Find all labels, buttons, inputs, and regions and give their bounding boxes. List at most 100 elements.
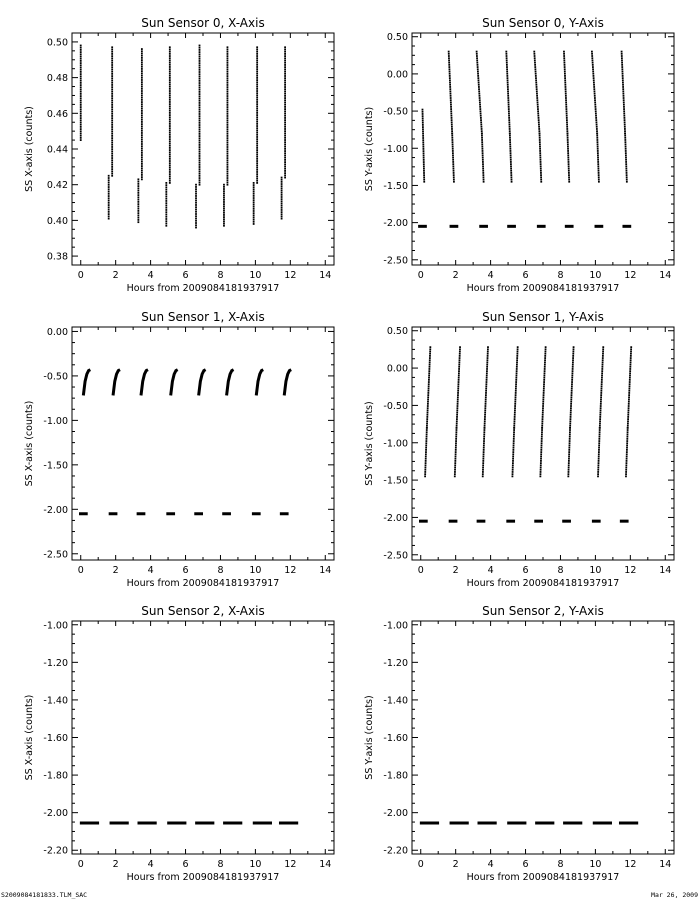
data-point [79, 123, 82, 126]
data-point [564, 92, 567, 95]
data-point [226, 50, 229, 53]
data-point [543, 363, 546, 366]
x-tick-label: 4 [488, 565, 494, 576]
data-point [256, 63, 259, 66]
data-point [567, 165, 570, 168]
data-point [111, 57, 114, 60]
data-point [506, 86, 509, 88]
data-point [514, 396, 517, 399]
data-point [599, 416, 602, 418]
data-point [111, 79, 114, 82]
data-point [565, 119, 568, 122]
data-point [165, 206, 168, 209]
data-point [516, 357, 519, 359]
data-point [448, 77, 451, 80]
data-point [168, 94, 171, 97]
data-point [568, 444, 571, 447]
data-point [79, 132, 82, 135]
data-point [570, 394, 573, 397]
data-point [198, 88, 201, 91]
data-point [140, 96, 143, 99]
data-point [426, 405, 429, 407]
data-point [140, 109, 143, 112]
data-point [596, 139, 599, 141]
data-point [140, 50, 143, 53]
data-point [627, 402, 630, 405]
data-point [111, 53, 114, 55]
data-point [516, 354, 519, 357]
data-point [624, 128, 626, 130]
data-point [567, 475, 570, 478]
data-point [569, 426, 571, 429]
data-point [168, 177, 171, 180]
data-point [508, 112, 510, 115]
data-point [592, 72, 595, 75]
data-point [195, 201, 197, 204]
data-point [516, 348, 519, 351]
data-point [168, 101, 171, 103]
data-point [280, 176, 283, 179]
data-point [450, 125, 453, 128]
data-point [165, 200, 168, 202]
data-point [483, 431, 486, 434]
data-point [165, 204, 168, 207]
data-point [506, 77, 509, 80]
x-tick-label: 2 [113, 270, 119, 281]
data-point [455, 426, 458, 429]
data-point [429, 352, 431, 355]
data-point [510, 165, 512, 168]
data-point [422, 145, 425, 148]
data-point [428, 378, 430, 381]
data-point [567, 471, 570, 473]
data-point [252, 182, 255, 184]
data-point [168, 168, 171, 171]
data-point [168, 147, 171, 149]
data-point [452, 172, 455, 174]
data-point [542, 402, 545, 405]
data-point [111, 66, 114, 69]
data-point [422, 130, 424, 133]
data-point [422, 161, 425, 163]
data-point [198, 141, 201, 144]
data-point [485, 387, 488, 390]
data-point [256, 157, 259, 160]
data-point [198, 49, 201, 51]
data-point [140, 145, 143, 148]
data-point [226, 55, 229, 58]
x-tick-label: 2 [113, 859, 119, 870]
data-point [226, 123, 229, 126]
data-point [627, 411, 630, 414]
data-point [600, 400, 602, 403]
data-point [168, 63, 171, 66]
y-tick-label: 0.40 [47, 216, 68, 227]
data-point [280, 209, 283, 211]
data-point [602, 348, 605, 351]
data-point [256, 116, 259, 119]
data-point [597, 451, 600, 453]
data-point [429, 354, 431, 357]
data-point [226, 70, 229, 73]
data-point [284, 48, 286, 51]
data-point [539, 169, 542, 172]
data-point [223, 218, 225, 221]
data-point [508, 132, 511, 135]
data-point [476, 66, 479, 68]
data-point [452, 154, 454, 157]
data-point [541, 413, 544, 416]
data-point [539, 156, 542, 159]
data-point [572, 361, 574, 364]
data-point [451, 147, 454, 150]
data-point [140, 147, 143, 150]
data-point [140, 48, 143, 50]
data-point [198, 44, 201, 47]
data-point [111, 168, 114, 171]
data-point [482, 172, 485, 174]
data-point [111, 108, 114, 111]
data-point [456, 405, 459, 407]
data-point [477, 75, 480, 77]
data-point [198, 71, 201, 73]
data-point [478, 101, 481, 104]
y-axis-label: SS X-axis (counts) [24, 401, 35, 487]
data-point [482, 176, 485, 179]
data-point [284, 61, 286, 64]
